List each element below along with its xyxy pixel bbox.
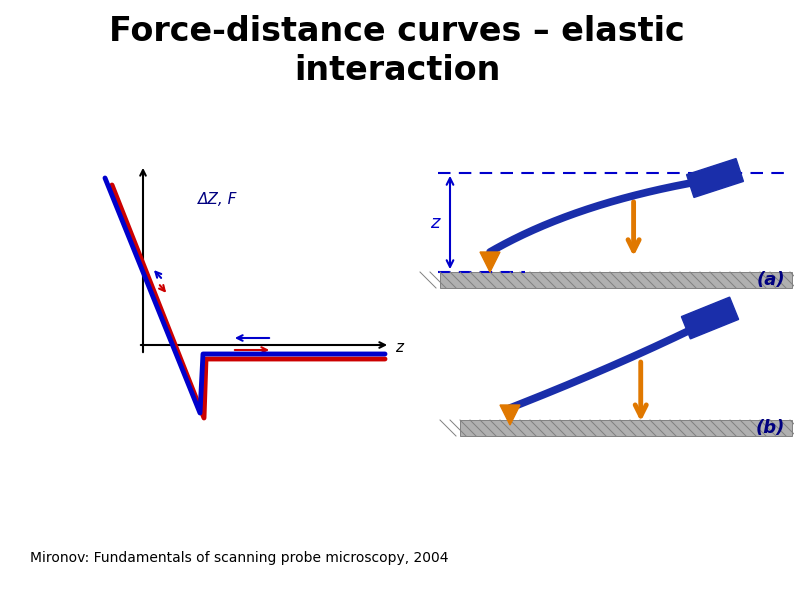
Polygon shape — [681, 297, 738, 339]
Text: Force-distance curves – elastic
interaction: Force-distance curves – elastic interact… — [109, 15, 685, 87]
Text: (a): (a) — [757, 271, 785, 289]
Polygon shape — [687, 158, 743, 198]
Text: Mironov: Fundamentals of scanning probe microscopy, 2004: Mironov: Fundamentals of scanning probe … — [30, 551, 449, 565]
Text: ΔZ, F: ΔZ, F — [198, 193, 237, 208]
Polygon shape — [480, 252, 500, 272]
Polygon shape — [500, 405, 520, 425]
Text: z: z — [395, 340, 403, 355]
Bar — [440, 272, 792, 288]
Text: (b): (b) — [756, 419, 785, 437]
Text: z: z — [430, 214, 440, 231]
Bar — [460, 420, 792, 436]
